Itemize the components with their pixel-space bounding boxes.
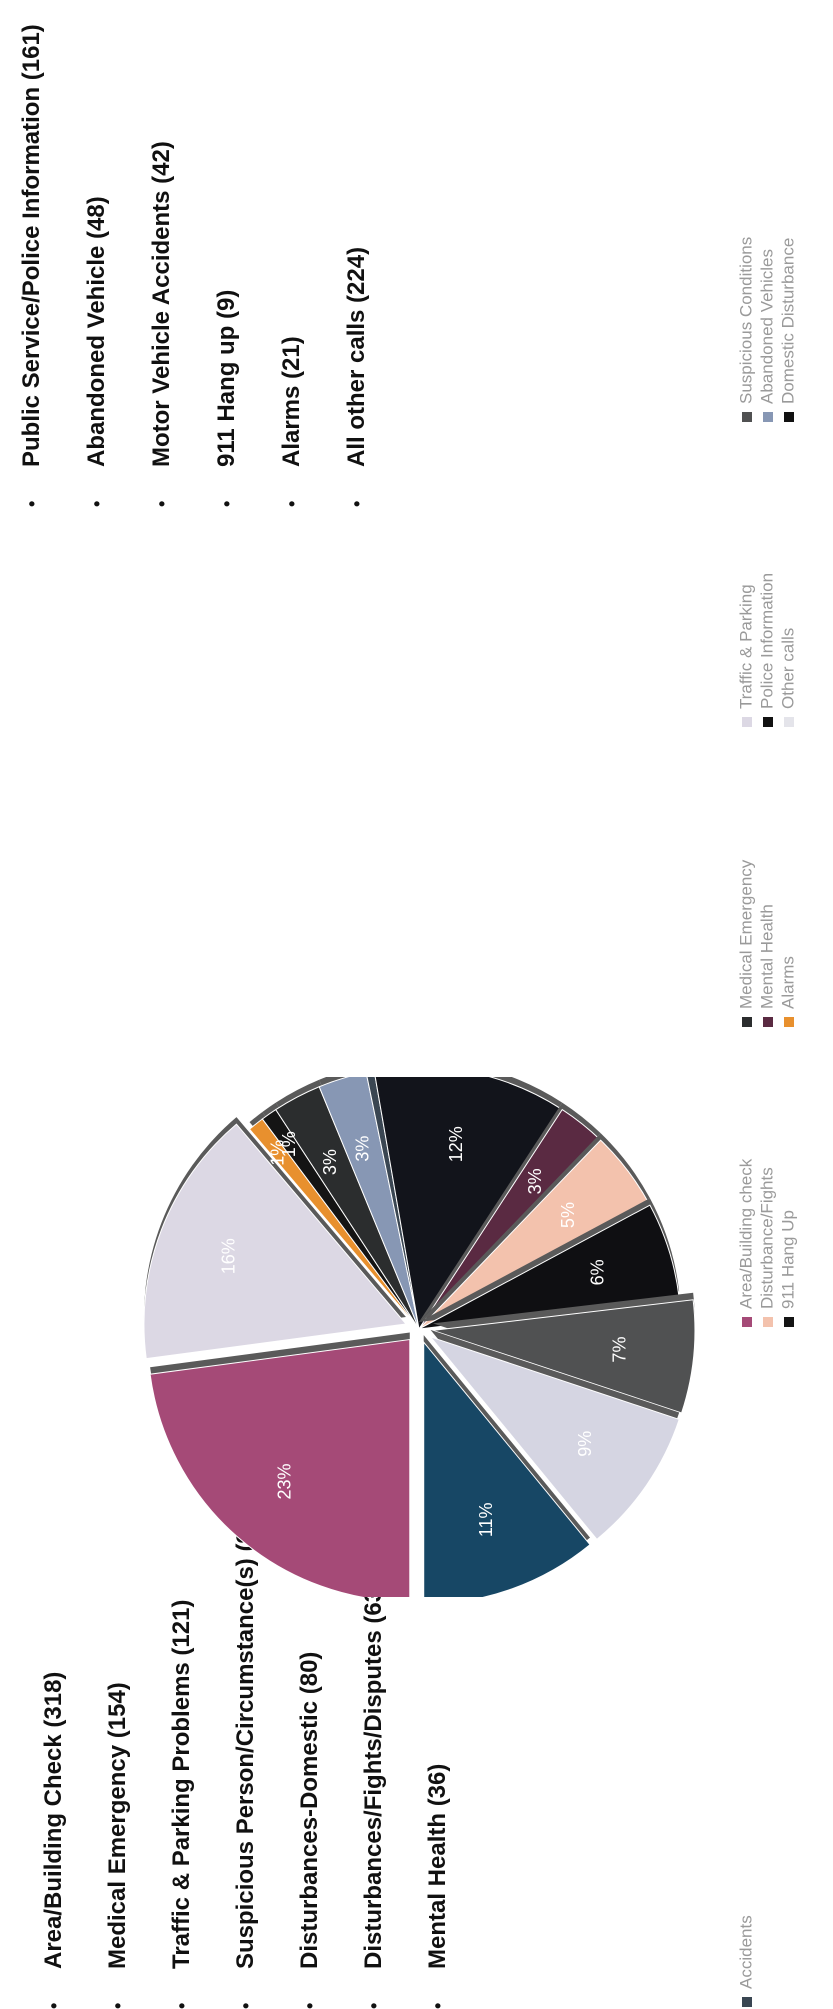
legend-label: Area/Building check bbox=[736, 1158, 756, 1309]
legend-label: Suspicious Conditions bbox=[736, 236, 756, 404]
list-item: • All other calls (224) bbox=[341, 24, 373, 507]
bullet: • bbox=[428, 2002, 448, 2009]
bullet: • bbox=[282, 500, 302, 507]
list-item: • Abandoned Vehicle (48) bbox=[81, 24, 113, 507]
list-item: • Alarms (21) bbox=[276, 24, 308, 507]
bullet: • bbox=[172, 2002, 192, 2009]
bullet: • bbox=[108, 2002, 128, 2009]
bullet: • bbox=[236, 2002, 256, 2009]
pie-data-label: 1% bbox=[267, 1140, 287, 1166]
legend-item: Suspicious Conditions bbox=[736, 237, 757, 422]
legend-item: Domestic Disturbance bbox=[778, 238, 799, 422]
legend-swatch bbox=[783, 717, 794, 727]
pie-data-label: 23% bbox=[274, 1463, 294, 1499]
legend-label: 911 Hang Up bbox=[778, 1210, 798, 1309]
legend-swatch bbox=[783, 1017, 794, 1027]
legend-swatch bbox=[741, 1317, 752, 1327]
list-item: • Public Service/Police Information (161) bbox=[16, 24, 48, 507]
pie-slice bbox=[423, 1340, 591, 1597]
legend-swatch bbox=[762, 717, 773, 727]
legend-swatch bbox=[762, 1317, 773, 1327]
legend-item: Abandoned Vehicles bbox=[757, 249, 778, 422]
legend-swatch bbox=[741, 1997, 752, 2007]
legend-item: Traffic & Parking bbox=[736, 584, 757, 727]
list-item-text: Traffic & Parking Problems (121) bbox=[168, 1599, 195, 1969]
legend-item: Police Information bbox=[757, 573, 778, 727]
pie-chart: 23% 16% 1%1% 3% 3% 12% 3% 5% 6% 7% 9% 11% bbox=[143, 1077, 696, 1597]
pie-data-label: 9% bbox=[575, 1431, 595, 1457]
bullet: • bbox=[22, 500, 42, 507]
list-item-text: Area/Building Check (318) bbox=[40, 1671, 67, 1969]
legend-label: Traffic & Parking bbox=[736, 584, 756, 709]
bullet: • bbox=[44, 2002, 64, 2009]
list-item-text: Mental Health (36) bbox=[424, 1763, 451, 1969]
pie-data-label: 1% bbox=[279, 1131, 299, 1157]
list-item-text: 911 Hang up (9) bbox=[213, 289, 240, 467]
pie-data-label: 3% bbox=[353, 1136, 373, 1162]
list-item: • 911 Hang up (9) bbox=[211, 24, 243, 507]
pie-labels: 23% 16% 1%1% 3% 3% 12% 3% 5% 6% 7% 9% 11% bbox=[219, 1126, 630, 1537]
bullet: • bbox=[152, 500, 172, 507]
pie-slice bbox=[373, 1077, 563, 1331]
legend-swatch bbox=[741, 717, 752, 727]
pie-slice bbox=[432, 1299, 696, 1414]
pie-data-label: 3% bbox=[320, 1149, 340, 1175]
list-item: • Motor Vehicle Accidents (42) bbox=[146, 24, 178, 507]
legend-label: Other calls bbox=[778, 627, 798, 709]
bullet: • bbox=[347, 500, 367, 507]
legend-item: Alarms bbox=[778, 956, 799, 1027]
list-item-text: Alarms (21) bbox=[278, 336, 305, 467]
pie-slices bbox=[143, 1077, 696, 1597]
legend-item: 911 Hang Up bbox=[778, 1210, 799, 1327]
list-item-text: Public Service/Police Information (161) bbox=[18, 24, 45, 467]
legend-swatch bbox=[762, 412, 773, 422]
pie-data-label: 16% bbox=[219, 1238, 239, 1274]
list-item-text: All other calls (224) bbox=[343, 246, 370, 467]
pie-data-label: 5% bbox=[558, 1202, 578, 1228]
legend-item: Accidents bbox=[736, 1915, 757, 2007]
legend-item: Mental Health bbox=[757, 904, 778, 1027]
pie-slice bbox=[143, 1123, 407, 1360]
list-item-text: Disturbances/Fights/Disputes (63) bbox=[360, 1580, 387, 1969]
list-item-text: Medical Emergency (154) bbox=[104, 1682, 131, 1969]
legend-label: Mental Health bbox=[757, 904, 777, 1009]
legend-label: Police Information bbox=[757, 572, 777, 709]
legend-item: Medical Emergency bbox=[736, 860, 757, 1027]
pie-slice bbox=[318, 1077, 420, 1330]
legend-label: Medical Emergency bbox=[736, 859, 756, 1009]
pie-data-label: 6% bbox=[588, 1259, 608, 1285]
pie-data-label: 3% bbox=[525, 1168, 545, 1194]
list-item-text: Motor Vehicle Accidents (42) bbox=[148, 141, 175, 467]
legend-swatch bbox=[762, 1017, 773, 1027]
legend-label: Disturbance/Fights bbox=[757, 1167, 777, 1309]
bullet: • bbox=[217, 500, 237, 507]
pie-data-label: 11% bbox=[476, 1502, 496, 1537]
legend-label: Accidents bbox=[736, 1915, 756, 1989]
pie-slice bbox=[365, 1077, 420, 1330]
legend-swatch bbox=[783, 412, 794, 422]
bullet: • bbox=[87, 500, 107, 507]
list-item-text: Disturbances-Domestic (80) bbox=[296, 1651, 323, 1969]
legend-label: Alarms bbox=[778, 956, 798, 1009]
pie-slice bbox=[429, 1335, 680, 1541]
pie-data-label: 12% bbox=[446, 1126, 466, 1162]
legend-label: Domestic Disturbance bbox=[778, 237, 798, 404]
bullet: • bbox=[364, 2002, 384, 2009]
legend-swatch bbox=[783, 1317, 794, 1327]
legend-label: Abandoned Vehicles bbox=[757, 248, 777, 404]
bullet: • bbox=[300, 2002, 320, 2009]
legend-item: Disturbance/Fights bbox=[757, 1167, 778, 1327]
pie-slice bbox=[149, 1338, 411, 1597]
list-item-text: Abandoned Vehicle (48) bbox=[83, 196, 110, 467]
legend-swatch bbox=[741, 1017, 752, 1027]
pie-data-label: 7% bbox=[609, 1337, 629, 1363]
legend-swatch bbox=[741, 412, 752, 422]
legend-item: Area/Building check bbox=[736, 1159, 757, 1327]
right-call-list: • Public Service/Police Information (161)… bbox=[16, 24, 406, 507]
legend-item: Other calls bbox=[778, 628, 799, 727]
